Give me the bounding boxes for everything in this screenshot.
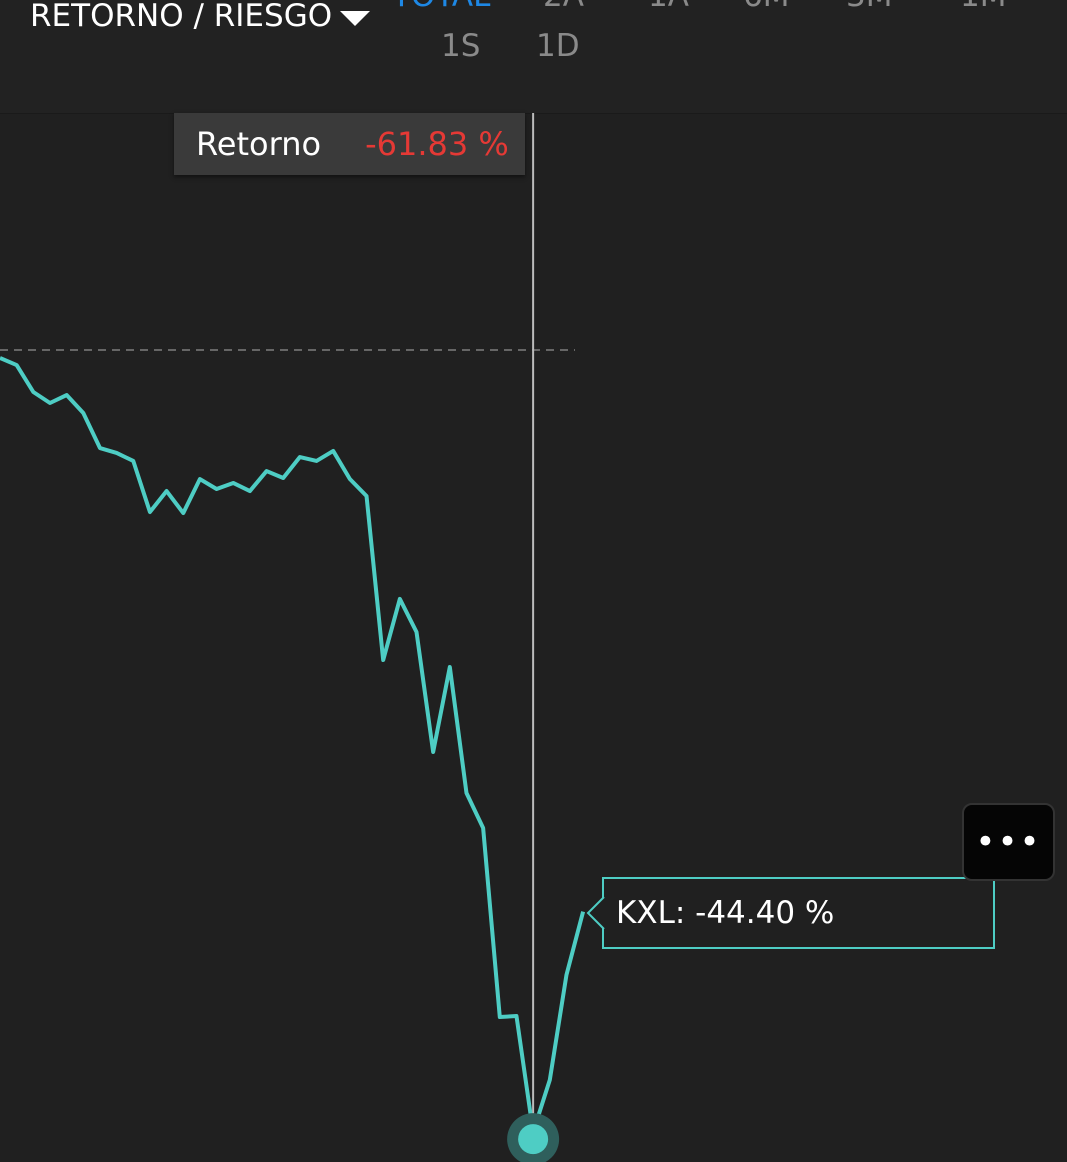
header: RETORNO / RIESGO TOTAL 2A 1A 6M 3M 1M 1S… <box>0 0 1067 114</box>
tab-1a[interactable]: 1A <box>648 0 689 14</box>
series-line <box>0 356 586 1135</box>
selected-point <box>518 1124 549 1155</box>
view-title: RETORNO / RIESGO <box>30 0 333 34</box>
series-end-label: KXL: -44.40 % <box>602 877 995 949</box>
tab-total[interactable]: TOTAL <box>392 0 490 14</box>
view-selector[interactable]: RETORNO / RIESGO <box>30 0 371 34</box>
label-pointer-icon <box>586 896 605 930</box>
crosshair-tooltip: Retorno -61.83 % <box>174 113 525 175</box>
tooltip-label: Retorno <box>196 125 322 163</box>
tab-6m[interactable]: 6M <box>743 0 789 14</box>
tab-1m[interactable]: 1M <box>960 0 1006 14</box>
more-options-button[interactable]: ••• <box>962 803 1055 881</box>
tab-1s[interactable]: 1S <box>441 28 481 64</box>
tab-2a[interactable]: 2A <box>543 0 584 14</box>
caret-down-icon <box>340 10 371 26</box>
tab-3m[interactable]: 3M <box>846 0 892 14</box>
tab-1d[interactable]: 1D <box>536 28 580 64</box>
tooltip-value: -61.83 % <box>365 125 509 163</box>
